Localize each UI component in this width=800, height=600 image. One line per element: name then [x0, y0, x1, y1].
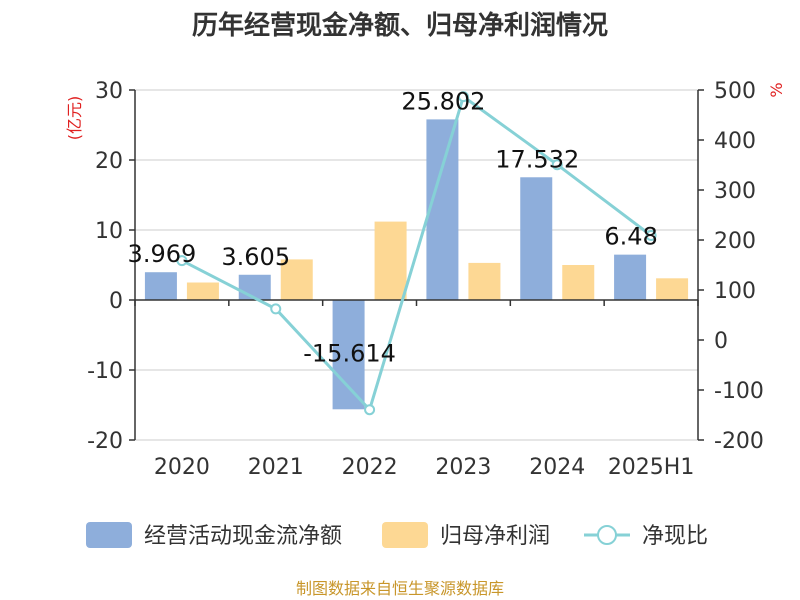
data-label: 3.969 [128, 240, 197, 268]
right-tick-label: 300 [714, 179, 756, 204]
legend: 经营活动现金流净额 归母净利润 净现比 [86, 522, 708, 549]
left-axis-unit: (亿元) [65, 96, 84, 141]
bar [656, 278, 689, 300]
right-tick-label: 100 [714, 279, 756, 304]
bar [614, 254, 647, 300]
bar [144, 272, 177, 300]
data-label: 25.802 [401, 87, 485, 115]
ratio-point [645, 230, 657, 241]
right-tick-label: -100 [714, 379, 764, 404]
bar [238, 274, 271, 300]
axes: 3020100-10-205004003002001000-100-200202… [87, 79, 764, 480]
category-label: 2022 [342, 455, 398, 480]
bar [186, 282, 219, 300]
left-tick-label: -20 [87, 429, 123, 454]
legend-marker-ratio [597, 525, 617, 545]
right-tick-label: 400 [714, 129, 756, 154]
bar [280, 259, 313, 300]
legend-label-profit: 归母净利润 [440, 524, 550, 549]
ratio-point [551, 159, 563, 171]
legend-label-cash: 经营活动现金流净额 [144, 524, 342, 549]
legend-swatch-cash [86, 522, 132, 548]
bar [332, 300, 365, 410]
data-label: 17.532 [495, 145, 579, 173]
right-tick-label: 500 [714, 79, 756, 104]
category-label: 2021 [248, 455, 304, 480]
right-axis-unit: % [767, 82, 786, 97]
data-label: 6.48 [604, 223, 657, 251]
chart-title: 历年经营现金净额、归母净利润情况 [192, 10, 608, 41]
data-label: 3.605 [221, 243, 290, 271]
left-tick-label: 30 [95, 79, 123, 104]
ratio-point [270, 303, 282, 315]
ratio-point [176, 255, 188, 267]
data-label: -15.614 [303, 339, 396, 367]
left-tick-label: 10 [95, 219, 123, 244]
bar [374, 221, 407, 300]
bar [520, 177, 553, 300]
bars [144, 119, 689, 410]
ratio-line [176, 91, 657, 416]
legend-label-ratio: 净现比 [642, 524, 708, 549]
bar [426, 119, 459, 300]
left-tick-label: 0 [109, 289, 123, 314]
bar [468, 262, 501, 300]
right-tick-label: 200 [714, 229, 756, 254]
right-tick-label: 0 [714, 329, 728, 354]
grid-lines [135, 89, 698, 441]
ratio-line-path [181, 94, 652, 413]
ratio-point [364, 404, 376, 416]
category-label: 2024 [529, 455, 585, 480]
category-label: 2025H1 [608, 455, 695, 480]
bar [562, 265, 595, 300]
right-tick-label: -200 [714, 429, 764, 454]
category-label: 2023 [435, 455, 491, 480]
source-note: 制图数据来自恒生聚源数据库 [296, 579, 504, 598]
left-tick-label: -10 [87, 359, 123, 384]
left-tick-label: 20 [95, 149, 123, 174]
data-labels: 3.969 3.605 -15.614 25.802 17.532 6.48 [128, 87, 658, 367]
category-label: 2020 [154, 455, 210, 480]
ratio-point [457, 91, 469, 103]
legend-swatch-profit [382, 522, 428, 548]
